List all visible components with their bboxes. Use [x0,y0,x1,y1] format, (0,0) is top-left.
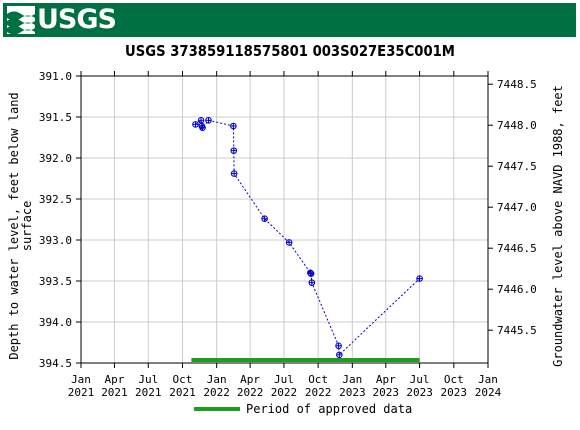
data-point [199,124,206,131]
y-left-tick-label: 394.0 [39,316,72,329]
x-tick-label-month: Oct [308,373,328,386]
usgs-logo-text: USGS [37,4,117,35]
data-point [335,342,342,350]
y-right-tick-label: 7448.0 [497,119,537,132]
y-axis-left-title-line2: surface [20,201,34,252]
data-point [230,147,238,154]
data-point [230,170,238,177]
x-tick-label-year: 2023 [339,386,366,399]
y-right-tick-label: 7448.5 [497,78,537,91]
y-left-tick-label: 393.5 [39,275,72,288]
data-point [192,121,199,128]
x-tick-label-month: Jan [342,373,362,386]
y-right-tick-label: 7446.5 [497,242,537,255]
x-tick-label-month: Jul [410,373,430,386]
x-tick-label-month: Jan [478,373,498,386]
y-axis-left-title-line1: Depth to water level, feet below land [7,92,21,359]
x-tick-label-month: Oct [444,373,464,386]
x-tick-label-month: Jan [207,373,227,386]
x-tick-label-year: 2023 [373,386,400,399]
data-point [230,122,237,130]
x-tick-label-year: 2024 [475,386,502,399]
x-tick-label-month: Oct [173,373,193,386]
y-left-tick-label: 393.0 [39,234,72,247]
x-tick-label-year: 2021 [101,386,128,399]
y-left-tick-label: 392.5 [39,193,72,206]
axis-ticks [76,71,493,368]
data-point [285,239,293,246]
plot-frame [80,75,489,364]
data-point [336,351,343,359]
x-tick-label-year: 2023 [441,386,468,399]
x-tick-label-month: Jul [138,373,158,386]
y-left-tick-label: 391.5 [39,111,72,124]
grid-lines [81,76,488,363]
x-tick-label-year: 2022 [271,386,298,399]
legend: Period of approved data [194,402,412,416]
y-left-tick-label: 394.5 [39,357,72,370]
x-tick-label-year: 2022 [305,386,332,399]
x-tick-label-year: 2022 [203,386,230,399]
x-tick-label-month: Jan [71,373,91,386]
y-axis-right-title: Groundwater level above NAVD 1988, feet [551,85,565,367]
usgs-wave-logo-icon [7,6,35,34]
data-point [308,279,316,286]
x-tick-label-year: 2023 [406,386,433,399]
x-tick-label-year: 2021 [68,386,95,399]
x-tick-label-month: Apr [105,373,125,386]
data-point [307,270,315,277]
data-series [192,116,423,359]
chart-title: USGS 373859118575801 003S027E35C001M [125,42,455,60]
x-tick-label-month: Jul [274,373,294,386]
tick-labels: Jan2021Apr2021Jul2021Oct2021Jan2022Apr20… [39,70,537,399]
y-right-tick-label: 7447.5 [497,160,537,173]
x-tick-label-month: Apr [240,373,260,386]
x-tick-label-year: 2022 [237,386,264,399]
y-right-tick-label: 7447.0 [497,201,537,214]
y-left-tick-label: 391.0 [39,70,72,83]
usgs-banner: USGS [3,3,576,37]
data-point [205,116,212,124]
data-point [261,215,268,222]
y-right-tick-label: 7445.5 [497,324,537,337]
data-point [416,275,423,282]
x-tick-label-month: Apr [376,373,396,386]
data-point [197,116,205,124]
legend-label-approved: Period of approved data [246,402,412,416]
y-left-tick-label: 392.0 [39,152,72,165]
y-right-tick-label: 7446.0 [497,283,537,296]
x-tick-label-year: 2021 [135,386,162,399]
x-tick-label-year: 2021 [169,386,196,399]
